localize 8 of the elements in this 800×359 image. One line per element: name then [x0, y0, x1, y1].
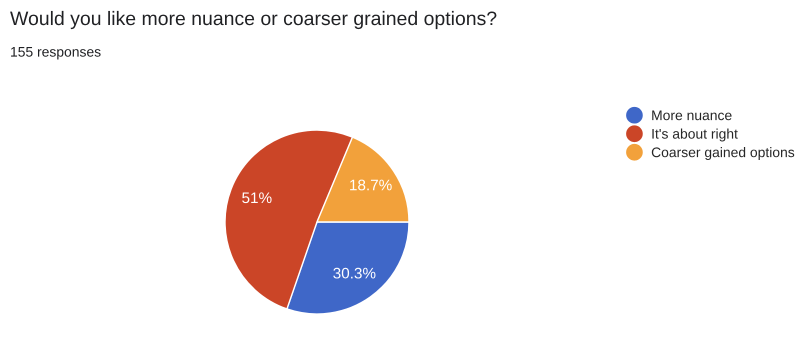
- legend-label: Coarser gained options: [652, 147, 794, 160]
- legend-label: It's about right: [652, 128, 738, 142]
- legend-label: More nuance: [652, 110, 732, 120]
- data-label: 18.7%: [350, 180, 392, 190]
- text: 155 responses: [11, 47, 101, 60]
- chart-title: Would you like more nuance or coarser grained options?: [10, 10, 496, 30]
- data-label: 30.3%: [333, 268, 376, 279]
- data-label: 51%: [242, 192, 272, 204]
